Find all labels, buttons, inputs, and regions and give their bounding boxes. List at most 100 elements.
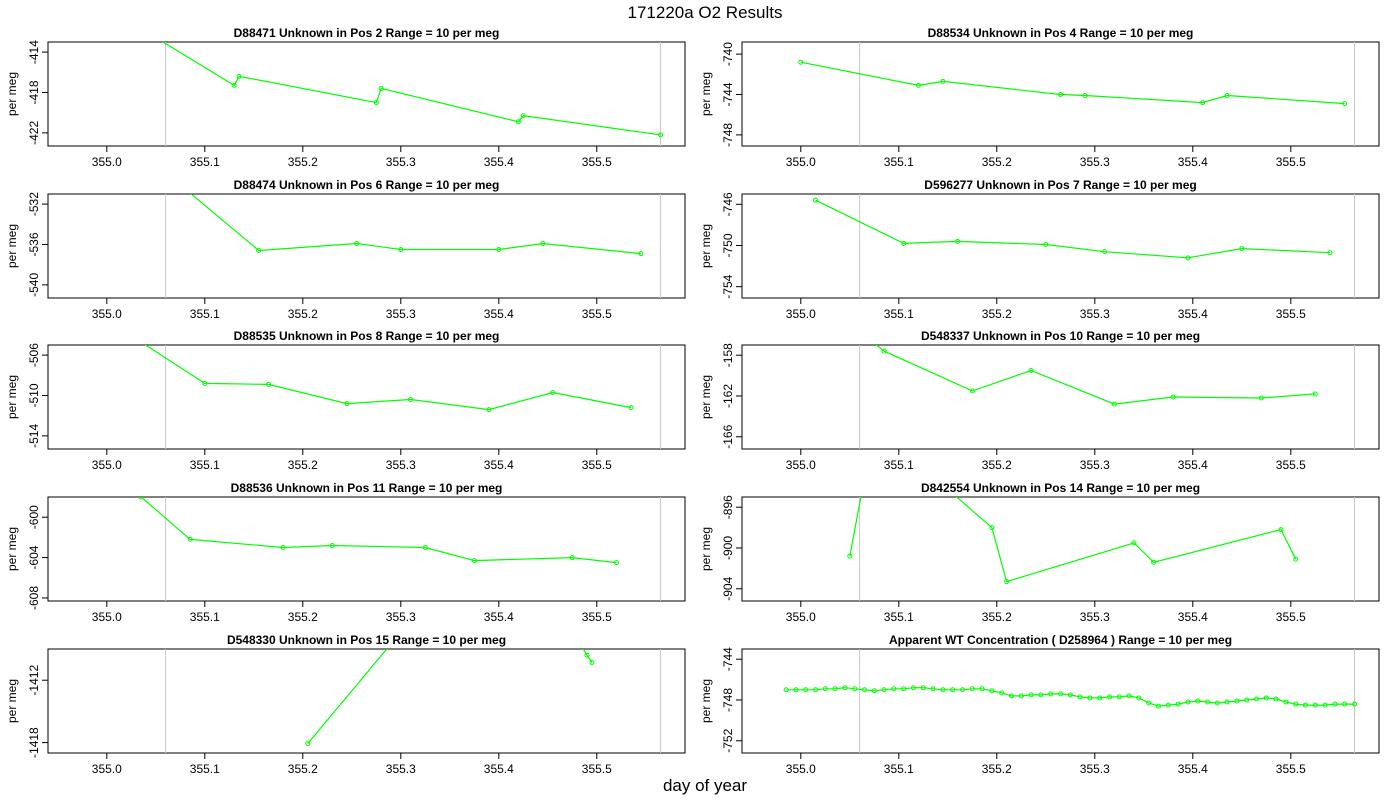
- data-point: [979, 686, 985, 692]
- series: [813, 197, 1333, 261]
- x-tick-label: 355.2: [982, 762, 1012, 776]
- y-tick-label: -1418: [27, 727, 41, 758]
- data-point: [496, 247, 502, 253]
- panel-title: D842554 Unknown in Pos 14 Range = 10 per…: [921, 481, 1200, 495]
- series: [783, 685, 1357, 709]
- series: [875, 345, 1318, 407]
- plot-frame: [47, 41, 686, 147]
- y-tick-label: -422: [27, 121, 41, 145]
- series-line: [800, 61, 1345, 105]
- chart-panel-9: D548330 Unknown in Pos 15 Range = 10 per…: [5, 633, 686, 776]
- data-point: [911, 685, 916, 691]
- series-line: [849, 497, 1297, 583]
- x-tick-label: 355.0: [786, 307, 816, 321]
- x-tick-label: 355.3: [1080, 610, 1110, 624]
- data-point: [1087, 695, 1093, 701]
- data-point: [1116, 694, 1122, 700]
- panel-title: D88534 Unknown in Pos 4 Range = 10 per m…: [928, 26, 1194, 40]
- data-point: [520, 113, 526, 119]
- x-tick-label: 355.4: [1178, 762, 1208, 776]
- y-tick-label: -740: [721, 42, 735, 66]
- data-point: [862, 687, 867, 693]
- data-point: [1058, 92, 1063, 98]
- data-point: [329, 542, 335, 548]
- x-tick-label: 355.0: [786, 762, 816, 776]
- data-point: [1111, 401, 1117, 407]
- y-tick-label: -746: [721, 192, 735, 216]
- y-axis-label: per meg: [699, 527, 713, 571]
- series: [144, 345, 634, 413]
- plot-frame: [741, 41, 1380, 147]
- x-tick-label: 355.2: [288, 610, 318, 624]
- data-point: [881, 348, 887, 354]
- y-tick-label: -532: [27, 192, 41, 216]
- panels: D88471 Unknown in Pos 2 Range = 10 per m…: [5, 26, 1380, 776]
- y-tick-label: -744: [721, 647, 735, 671]
- panel-title: D88471 Unknown in Pos 2 Range = 10 per m…: [234, 26, 500, 40]
- data-point: [187, 536, 193, 542]
- x-tick-label: 355.2: [288, 155, 318, 169]
- series-line: [307, 649, 593, 744]
- y-tick-label: -754: [721, 274, 735, 298]
- data-point: [266, 381, 271, 387]
- data-point: [373, 100, 379, 106]
- x-tick-label: 355.5: [1276, 307, 1306, 321]
- x-tick-label: 355.2: [288, 307, 318, 321]
- data-point: [950, 687, 956, 693]
- data-point: [940, 687, 946, 693]
- data-point: [1165, 702, 1171, 708]
- data-point: [940, 78, 946, 84]
- data-point: [256, 248, 262, 254]
- data-point: [915, 82, 921, 88]
- x-tick-label: 355.3: [386, 307, 416, 321]
- x-tick-label: 355.5: [1276, 762, 1306, 776]
- plot-frame: [47, 193, 686, 299]
- data-point: [803, 687, 809, 693]
- plot-frame: [741, 193, 1380, 299]
- y-tick-label: -506: [27, 343, 41, 367]
- data-point: [1018, 693, 1024, 699]
- x-tick-label: 355.5: [582, 458, 612, 472]
- data-point: [658, 132, 663, 138]
- y-tick-label: -900: [721, 536, 735, 560]
- data-point: [1107, 694, 1112, 700]
- x-tick-label: 355.3: [1080, 458, 1110, 472]
- plot-frame: [47, 496, 686, 602]
- data-point: [999, 690, 1005, 696]
- y-axis-label: per meg: [699, 679, 713, 723]
- x-tick-label: 355.1: [884, 610, 914, 624]
- data-point: [486, 407, 492, 413]
- panel-title: D88474 Unknown in Pos 6 Range = 10 per m…: [234, 178, 500, 192]
- x-tick-label: 355.1: [884, 762, 914, 776]
- data-point: [1048, 691, 1054, 697]
- y-tick-label: -748: [721, 123, 735, 147]
- data-point: [1254, 696, 1259, 702]
- data-point: [1244, 697, 1250, 703]
- data-point: [1151, 559, 1157, 565]
- x-tick-label: 355.0: [92, 610, 122, 624]
- data-point: [813, 687, 818, 693]
- data-point: [344, 401, 350, 407]
- chart-panel-5: D88535 Unknown in Pos 8 Range = 10 per m…: [5, 329, 686, 472]
- data-point: [471, 558, 477, 564]
- data-point: [1322, 702, 1328, 708]
- x-tick-label: 355.1: [190, 307, 220, 321]
- data-point: [1312, 702, 1318, 708]
- data-point: [1077, 694, 1083, 700]
- x-tick-label: 355.4: [1178, 307, 1208, 321]
- data-point: [1131, 540, 1137, 546]
- data-point: [1195, 698, 1201, 704]
- series: [138, 497, 619, 566]
- x-tick-label: 355.0: [92, 155, 122, 169]
- y-axis-label: per meg: [699, 224, 713, 268]
- data-point: [1175, 701, 1181, 707]
- x-tick-label: 355.4: [484, 610, 514, 624]
- data-point: [1303, 702, 1308, 708]
- x-tick-label: 355.5: [1276, 610, 1306, 624]
- data-point: [280, 544, 286, 550]
- data-point: [584, 652, 590, 658]
- x-tick-label: 355.1: [190, 458, 220, 472]
- x-tick-label: 355.5: [1276, 155, 1306, 169]
- data-point: [901, 686, 907, 692]
- data-point: [872, 424, 876, 428]
